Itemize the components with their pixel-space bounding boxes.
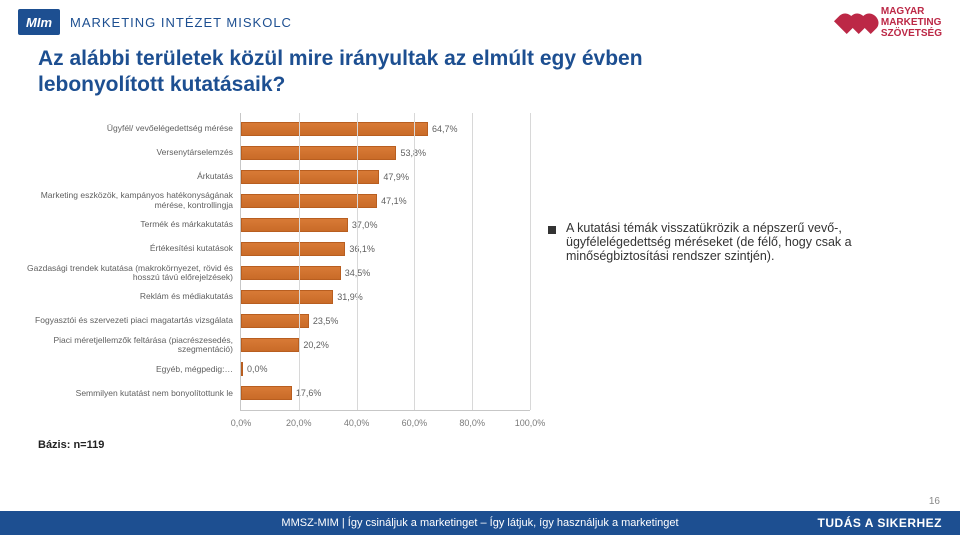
x-axis-tick: 40,0% [344,418,370,428]
bar [241,386,292,400]
x-axis-tick: 0,0% [231,418,252,428]
footer: MMSZ-MIM | Így csináljuk a marketinget –… [0,511,960,535]
bar-value-label: 0,0% [247,364,268,374]
page-title-line1: Az alábbi területek közül mire irányulta… [38,46,922,72]
bar-row: Gazdasági trendek kutatása (makrokörnyez… [241,263,530,283]
bar-value-label: 47,1% [381,196,407,206]
bar [241,266,341,280]
header-right: MAGYAR MARKETING SZÖVETSÉG [837,6,942,39]
x-axis-tick: 80,0% [459,418,485,428]
bar-value-label: 64,7% [432,124,458,134]
bar-row: Fogyasztói és szervezeti piaci magatartá… [241,311,530,331]
bar [241,146,396,160]
gridline [299,113,300,410]
bar-row: Marketing eszközök, kampányos hatékonysá… [241,191,530,211]
chart-wrap: Ügyfél/ vevőelégedettség mérése64,7%Vers… [0,113,530,433]
bar-row: Versenytárselemzés53,8% [241,143,530,163]
bar [241,338,299,352]
mmsz-text: MAGYAR MARKETING SZÖVETSÉG [881,6,942,39]
gridline [530,113,531,410]
bar-row: Értékesítési kutatások36,1% [241,239,530,259]
bar-category-label: Értékesítési kutatások [19,244,241,253]
bar [241,362,243,376]
page-title-line2: lebonyolított kutatásaik? [38,72,922,98]
bar-row: Piaci méretjellemzők feltárása (piacrész… [241,335,530,355]
gridline [472,113,473,410]
base-label: Bázis: n=119 [0,433,960,451]
bar-category-label: Termék és márkakutatás [19,220,241,229]
mmsz-line3: SZÖVETSÉG [881,28,942,39]
bar [241,170,379,184]
bar-row: Ügyfél/ vevőelégedettség mérése64,7% [241,119,530,139]
bar-value-label: 31,9% [337,292,363,302]
bar-category-label: Fogyasztói és szervezeti piaci magatartá… [19,316,241,325]
bar-category-label: Reklám és médiakutatás [19,292,241,301]
page-number: 16 [929,496,940,507]
bar-row: Termék és márkakutatás37,0% [241,215,530,235]
bar-row: Semmilyen kutatást nem bonyolítottunk le… [241,383,530,403]
bar-category-label: Marketing eszközök, kampányos hatékonysá… [19,191,241,210]
header-left: MIm MARKETING INTÉZET MISKOLC [18,9,292,35]
mmsz-line1: MAGYAR [881,6,942,17]
bar-category-label: Piaci méretjellemzők feltárása (piacrész… [19,336,241,355]
bars-container: Ügyfél/ vevőelégedettség mérése64,7% Vers… [241,119,530,404]
bar [241,290,333,304]
bar-value-label: 36,1% [349,244,375,254]
bar-row: Árkutatás47,9% [241,167,530,187]
gridline [414,113,415,410]
bar-chart: Ügyfél/ vevőelégedettség mérése64,7%Vers… [10,113,530,433]
bar-category-label: Egyéb, mégpedig:… [19,365,241,374]
bar-category-label: Ügyfél/ vevőelégedettség mérése [19,124,241,133]
mmsz-line2: MARKETING [881,17,942,28]
bar-value-label: 47,9% [383,172,409,182]
note-bullet: A kutatási témák visszatükrözik a népsze… [548,221,922,263]
bar-value-label: 53,8% [400,148,426,158]
bar [241,218,348,232]
mmsz-logo-icon [837,14,873,30]
mim-logo: MIm [18,9,60,35]
bar-row: Reklám és médiakutatás31,9% [241,287,530,307]
bar-category-label: Versenytárselemzés [19,148,241,157]
title-block: Az alábbi területek közül mire irányulta… [0,38,960,109]
brand-left-text: MARKETING INTÉZET MISKOLC [70,15,292,30]
bar-category-label: Semmilyen kutatást nem bonyolítottunk le [19,389,241,398]
footer-right-text: TUDÁS A SIKERHEZ [818,516,942,530]
note-block: A kutatási témák visszatükrözik a népsze… [548,113,922,433]
bar-category-label: Árkutatás [19,172,241,181]
bar-value-label: 23,5% [313,316,339,326]
bar [241,242,345,256]
content: Ügyfél/ vevőelégedettség mérése64,7%Vers… [0,109,960,433]
plot-area: Ügyfél/ vevőelégedettség mérése64,7% Vers… [240,113,530,411]
x-axis-tick: 60,0% [402,418,428,428]
x-axis-tick: 20,0% [286,418,312,428]
bullet-icon [548,226,556,234]
gridline [357,113,358,410]
bar-category-label: Gazdasági trendek kutatása (makrokörnyez… [19,264,241,283]
bar-row: Egyéb, mégpedig:…0,0% [241,359,530,379]
bar [241,122,428,136]
note-text: A kutatási témák visszatükrözik a népsze… [566,221,922,263]
footer-center-text: MMSZ-MIM | Így csináljuk a marketinget –… [281,517,678,529]
x-axis-tick: 100,0% [515,418,546,428]
header: MIm MARKETING INTÉZET MISKOLC MAGYAR MAR… [0,0,960,38]
bar-value-label: 20,2% [303,340,329,350]
